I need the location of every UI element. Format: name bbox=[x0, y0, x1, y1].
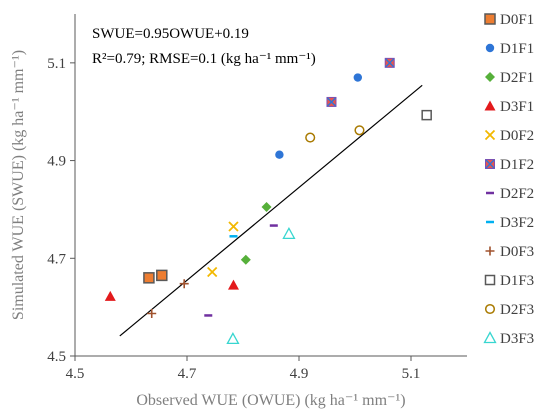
legend: D0F1 D1F1 D2F1 D3F1 D0F2 D1F2 D2F2 D3F2 D0F3 D1F3… bbox=[483, 12, 534, 347]
legend-item-d0f3: D0F3 bbox=[485, 244, 534, 260]
data-point bbox=[179, 279, 189, 289]
x-tick-label: 4.7 bbox=[178, 366, 197, 382]
legend-label: D1F1 bbox=[500, 41, 534, 57]
series-d2f1 bbox=[240, 201, 272, 265]
axis-ticks: 4.5 4.7 4.9 5.1 4.5 4.7 4.9 5.1 bbox=[47, 56, 420, 382]
x-tick-label: 4.5 bbox=[66, 366, 85, 382]
legend-item-d1f3: D1F3 bbox=[484, 273, 534, 289]
data-point bbox=[156, 269, 168, 282]
series-d3f1 bbox=[104, 279, 239, 301]
equation-annotation: SWUE=0.95OWUE+0.19 bbox=[92, 26, 249, 42]
data-point bbox=[227, 279, 239, 290]
series-d1f2 bbox=[326, 57, 395, 107]
series-d1f3 bbox=[421, 109, 432, 121]
data-point bbox=[147, 308, 157, 318]
y-tick-label: 4.5 bbox=[47, 349, 66, 365]
y-tick-label: 4.7 bbox=[47, 251, 66, 267]
legend-label: D3F2 bbox=[500, 215, 534, 231]
data-point bbox=[207, 266, 218, 278]
legend-marker bbox=[484, 303, 496, 315]
legend-label: D3F1 bbox=[500, 99, 534, 115]
legend-marker bbox=[485, 159, 495, 169]
legend-item-d2f2: D2F2 bbox=[486, 186, 534, 202]
legend-marker bbox=[484, 100, 496, 111]
y-axis-title: Simulated WUE (SWUE) (kg ha⁻¹ mm⁻¹) bbox=[10, 50, 27, 320]
data-point bbox=[226, 332, 240, 345]
data-point bbox=[421, 109, 432, 121]
legend-marker bbox=[484, 129, 496, 141]
legend-label: D2F3 bbox=[500, 302, 534, 318]
x-tick-label: 5.1 bbox=[402, 366, 421, 382]
legend-item-d0f1: D0F1 bbox=[484, 12, 534, 28]
data-point bbox=[240, 254, 251, 265]
data-point bbox=[354, 125, 365, 136]
data-point bbox=[305, 132, 316, 143]
y-tick-label: 4.9 bbox=[47, 154, 66, 170]
regression-line-layer bbox=[119, 84, 423, 337]
legend-label: D1F2 bbox=[500, 157, 534, 173]
legend-marker bbox=[485, 246, 495, 256]
legend-item-d3f1: D3F1 bbox=[484, 99, 534, 115]
series-d0f1 bbox=[143, 269, 168, 284]
legend-item-d2f1: D2F1 bbox=[485, 70, 534, 86]
legend-marker bbox=[484, 13, 496, 25]
series-d2f2 bbox=[204, 224, 278, 317]
legend-marker bbox=[485, 72, 495, 82]
data-point bbox=[228, 221, 239, 232]
data-point bbox=[282, 227, 296, 240]
data-points bbox=[104, 57, 432, 345]
x-axis-title: Observed WUE (OWUE) (kg ha⁻¹ mm⁻¹) bbox=[136, 392, 405, 409]
data-point bbox=[384, 57, 395, 68]
data-point bbox=[353, 73, 362, 82]
data-point bbox=[275, 150, 284, 159]
data-point bbox=[143, 272, 155, 284]
legend-marker bbox=[483, 331, 497, 344]
legend-item-d1f2: D1F2 bbox=[485, 157, 534, 173]
regression-line bbox=[119, 84, 423, 337]
legend-label: D0F2 bbox=[500, 128, 534, 144]
series-d2f3 bbox=[305, 125, 365, 143]
y-tick-label: 5.1 bbox=[47, 56, 66, 72]
x-tick-label: 4.9 bbox=[290, 366, 309, 382]
legend-item-d3f3: D3F3 bbox=[483, 331, 534, 347]
legend-label: D0F1 bbox=[500, 12, 534, 28]
legend-label: D1F3 bbox=[500, 273, 534, 289]
stats-annotation: R²=0.79; RMSE=0.1 (kg ha⁻¹ mm⁻¹) bbox=[92, 51, 316, 67]
legend-item-d3f2: D3F2 bbox=[486, 215, 534, 231]
legend-item-d0f2: D0F2 bbox=[484, 128, 534, 144]
data-point bbox=[326, 96, 337, 107]
legend-item-d1f1: D1F1 bbox=[485, 41, 534, 57]
legend-marker bbox=[485, 43, 495, 53]
series-d0f2 bbox=[207, 221, 239, 278]
plot-area bbox=[74, 14, 467, 357]
legend-label: D2F2 bbox=[500, 186, 534, 202]
legend-item-d2f3: D2F3 bbox=[484, 302, 534, 318]
legend-label: D0F3 bbox=[500, 244, 534, 260]
legend-marker bbox=[484, 274, 496, 286]
series-d1f1 bbox=[275, 73, 362, 159]
data-point bbox=[104, 290, 116, 301]
series-d0f3 bbox=[147, 279, 189, 318]
series-d3f3 bbox=[226, 227, 296, 345]
legend-label: D3F3 bbox=[500, 331, 534, 347]
data-point bbox=[261, 201, 272, 212]
legend-label: D2F1 bbox=[500, 70, 534, 86]
